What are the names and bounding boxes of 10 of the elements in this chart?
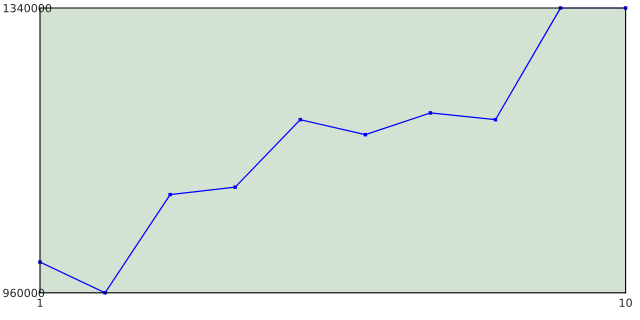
point (233, 185, 237, 189)
point (298, 118, 302, 122)
point (428, 111, 432, 115)
y-tick-label: 960000 (3, 288, 44, 298)
y-tick-label: 1340000 (4, 4, 52, 12)
point (364, 132, 368, 136)
x-tick-label: 1 (38, 298, 43, 307)
point (494, 118, 498, 122)
point (168, 192, 172, 196)
x-tick-label: 10 (620, 298, 632, 307)
